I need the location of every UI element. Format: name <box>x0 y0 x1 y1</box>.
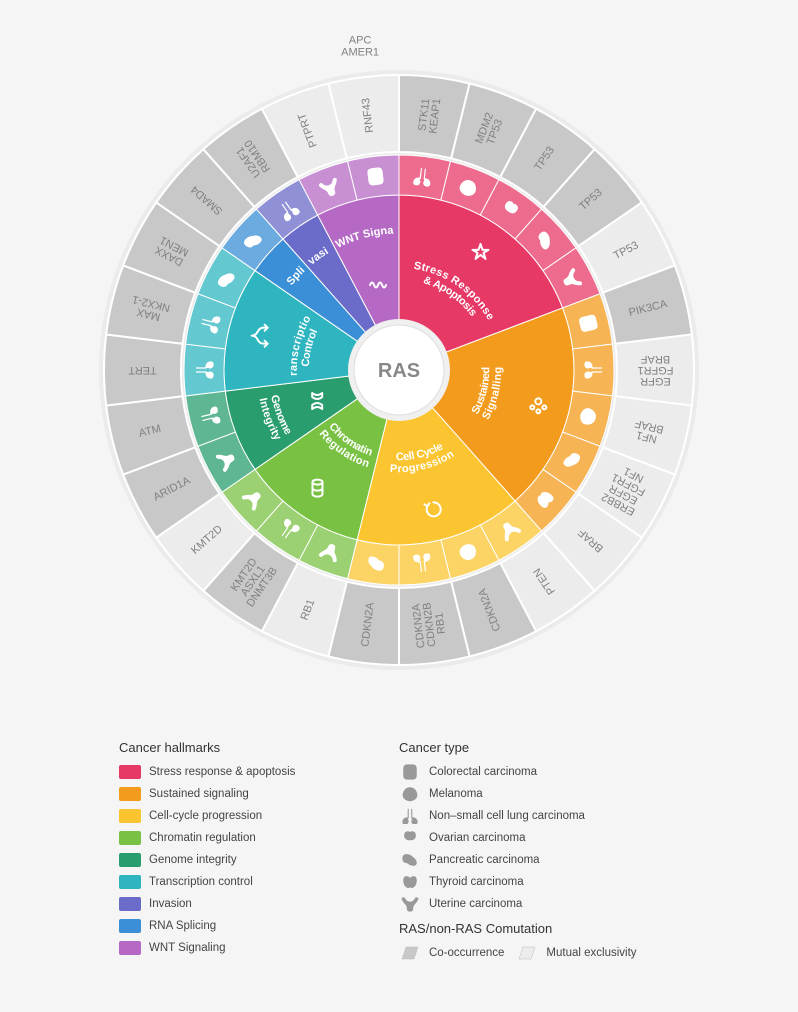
pancreas-icon <box>399 852 421 868</box>
melanoma-icon <box>399 786 421 802</box>
swatch <box>119 809 141 823</box>
legend-hallmark-item: RNA Splicing <box>119 917 399 935</box>
legend-label: RNA Splicing <box>149 920 216 932</box>
legend-hallmark-item: Genome integrity <box>119 851 399 869</box>
legend-cancer-item: Ovarian carcinoma <box>399 829 679 847</box>
figure-wrap: Stress Response& ApoptosisSustainedSigna… <box>0 0 798 996</box>
legend-hallmark-item: Transcription control <box>119 873 399 891</box>
legend-label: Thyroid carcinoma <box>429 876 524 888</box>
legend-hallmark-item: Cell-cycle progression <box>119 807 399 825</box>
legend-label: Non–small cell lung carcinoma <box>429 810 585 822</box>
gene-label: TERT <box>128 364 157 376</box>
legend-label: Stress response & apoptosis <box>149 766 295 778</box>
gene-label: BRAF <box>641 353 671 365</box>
swatch <box>119 831 141 845</box>
legend-label: Genome integrity <box>149 854 237 866</box>
tissue-cell <box>573 344 614 396</box>
legend-hallmark-item: Sustained signaling <box>119 785 399 803</box>
legend-cancer-item: Uterine carcinoma <box>399 895 679 913</box>
gene-label-extra: AMER1 <box>341 46 379 58</box>
legend-hallmark-item: Chromatin regulation <box>119 829 399 847</box>
legend-comut-row: Co-occurrence Mutual exclusivity <box>399 944 679 962</box>
legend-label: Colorectal carcinoma <box>429 766 537 778</box>
legend-comut-title: RAS/non-RAS Comutation <box>399 921 679 936</box>
gene-label: RB1 <box>433 612 447 635</box>
legend-label: Transcription control <box>149 876 253 888</box>
tissue-icon-colorectal <box>368 168 384 186</box>
legend-cancer-item: Pancreatic carcinoma <box>399 851 679 869</box>
legend-label: Melanoma <box>429 788 483 800</box>
legend-mut-label: Mutual exclusivity <box>546 947 636 959</box>
swatch <box>119 853 141 867</box>
legend-label: WNT Signaling <box>149 942 226 954</box>
swatch <box>119 787 141 801</box>
swatch <box>119 875 141 889</box>
legend-label: Chromatin regulation <box>149 832 256 844</box>
swatch <box>119 941 141 955</box>
legend-label: Invasion <box>149 898 192 910</box>
swatch <box>119 765 141 779</box>
legend-hallmark-item: Stress response & apoptosis <box>119 763 399 781</box>
legend-label: Ovarian carcinoma <box>429 832 526 844</box>
tissue-cell <box>184 344 225 396</box>
swatch <box>119 919 141 933</box>
lung-icon <box>399 808 421 824</box>
uterine-icon <box>399 896 421 912</box>
legend: Cancer hallmarks Stress response & apopt… <box>119 740 679 966</box>
radial-chart: Stress Response& ApoptosisSustainedSigna… <box>0 20 798 720</box>
legend-cancer-item: Melanoma <box>399 785 679 803</box>
colorectal-icon <box>399 764 421 780</box>
legend-cancer-item: Non–small cell lung carcinoma <box>399 807 679 825</box>
legend-cancer: Cancer type Colorectal carcinoma Melanoma… <box>399 740 679 966</box>
legend-hallmarks: Cancer hallmarks Stress response & apopt… <box>119 740 399 966</box>
ovarian-icon <box>399 830 421 846</box>
thyroid-icon <box>399 874 421 890</box>
legend-label: Cell-cycle progression <box>149 810 262 822</box>
legend-label: Sustained signaling <box>149 788 249 800</box>
legend-co-label: Co-occurrence <box>429 947 504 959</box>
gene-label-extra: APC <box>349 34 372 46</box>
legend-hallmarks-title: Cancer hallmarks <box>119 740 399 755</box>
center-label: RAS <box>378 360 420 382</box>
swatch <box>119 897 141 911</box>
legend-cancer-title: Cancer type <box>399 740 679 755</box>
legend-cancer-item: Colorectal carcinoma <box>399 763 679 781</box>
legend-cancer-item: Thyroid carcinoma <box>399 873 679 891</box>
tissue-icon-colorectal <box>579 315 598 332</box>
legend-label: Uterine carcinoma <box>429 898 522 910</box>
legend-hallmark-item: Invasion <box>119 895 399 913</box>
legend-label: Pancreatic carcinoma <box>429 854 540 866</box>
legend-hallmark-item: WNT Signaling <box>119 939 399 957</box>
